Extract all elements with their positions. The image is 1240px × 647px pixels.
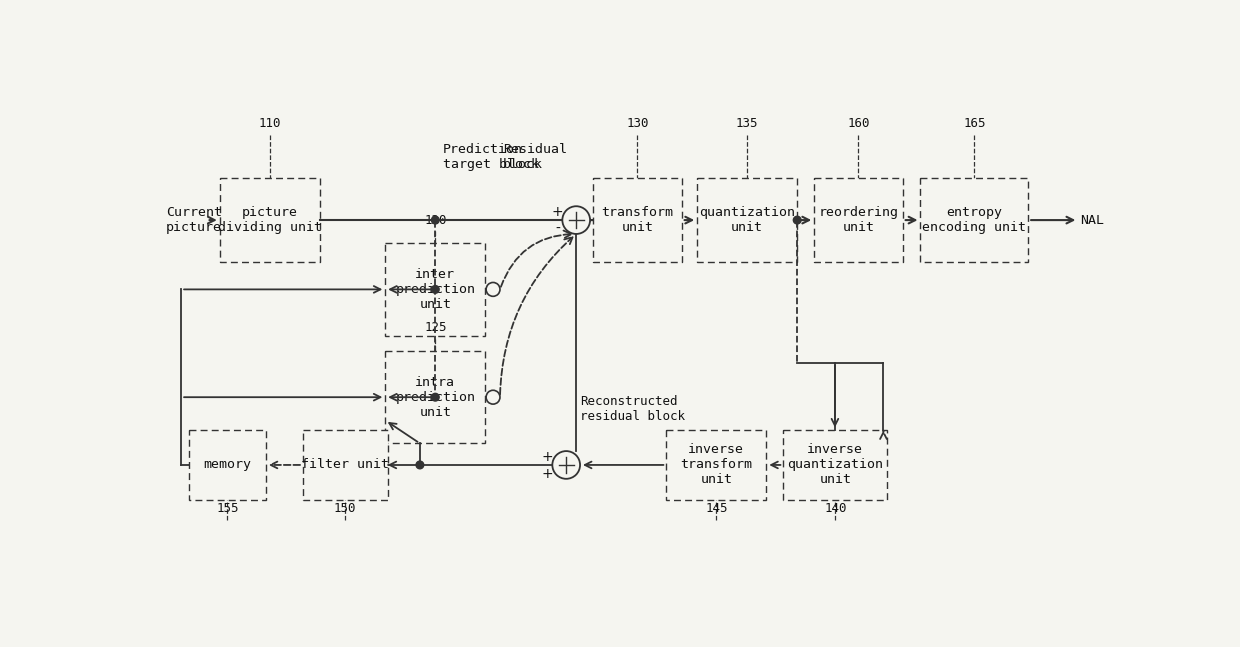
Text: 130: 130	[626, 117, 649, 130]
Text: Prediction
target block: Prediction target block	[443, 143, 539, 171]
Text: 145: 145	[706, 502, 728, 516]
Text: entropy
encoding unit: entropy encoding unit	[923, 206, 1027, 234]
Circle shape	[794, 216, 801, 224]
Text: Residual
block: Residual block	[503, 143, 567, 171]
FancyBboxPatch shape	[219, 178, 320, 263]
FancyBboxPatch shape	[386, 243, 485, 336]
Text: 165: 165	[963, 117, 986, 130]
FancyBboxPatch shape	[697, 178, 797, 263]
Text: 125: 125	[424, 322, 446, 334]
Circle shape	[552, 451, 580, 479]
Text: inverse
transform
unit: inverse transform unit	[681, 443, 753, 487]
Circle shape	[486, 283, 500, 296]
Text: filter unit: filter unit	[301, 459, 389, 472]
Text: +: +	[542, 450, 553, 465]
Circle shape	[563, 206, 590, 234]
FancyBboxPatch shape	[593, 178, 682, 263]
FancyBboxPatch shape	[386, 351, 485, 443]
Text: 150: 150	[334, 502, 356, 516]
Text: inter
prediction
unit: inter prediction unit	[396, 268, 475, 311]
Text: transform
unit: transform unit	[601, 206, 673, 234]
Text: 160: 160	[847, 117, 869, 130]
Text: NAL: NAL	[1080, 214, 1105, 226]
Text: 120: 120	[424, 214, 446, 226]
Text: quantization
unit: quantization unit	[699, 206, 795, 234]
Text: inverse
quantization
unit: inverse quantization unit	[787, 443, 883, 487]
Text: +: +	[552, 205, 563, 219]
Text: 140: 140	[825, 502, 847, 516]
Circle shape	[432, 285, 439, 293]
Circle shape	[432, 393, 439, 401]
Text: 135: 135	[735, 117, 759, 130]
Text: +: +	[542, 467, 553, 481]
Text: 110: 110	[258, 117, 281, 130]
FancyBboxPatch shape	[188, 430, 265, 499]
FancyBboxPatch shape	[303, 430, 388, 499]
Text: memory: memory	[203, 459, 252, 472]
Text: Reconstructed
residual block: Reconstructed residual block	[580, 395, 684, 422]
Text: picture
dividing unit: picture dividing unit	[218, 206, 321, 234]
Text: 155: 155	[216, 502, 238, 516]
Circle shape	[486, 390, 500, 404]
FancyBboxPatch shape	[920, 178, 1028, 263]
FancyBboxPatch shape	[666, 430, 766, 499]
Circle shape	[417, 461, 424, 469]
FancyBboxPatch shape	[815, 178, 903, 263]
Text: -: -	[556, 223, 560, 236]
Circle shape	[432, 216, 439, 224]
FancyBboxPatch shape	[784, 430, 888, 499]
Text: intra
prediction
unit: intra prediction unit	[396, 376, 475, 419]
Text: Current
picture: Current picture	[166, 206, 222, 234]
Text: reordering
unit: reordering unit	[818, 206, 899, 234]
